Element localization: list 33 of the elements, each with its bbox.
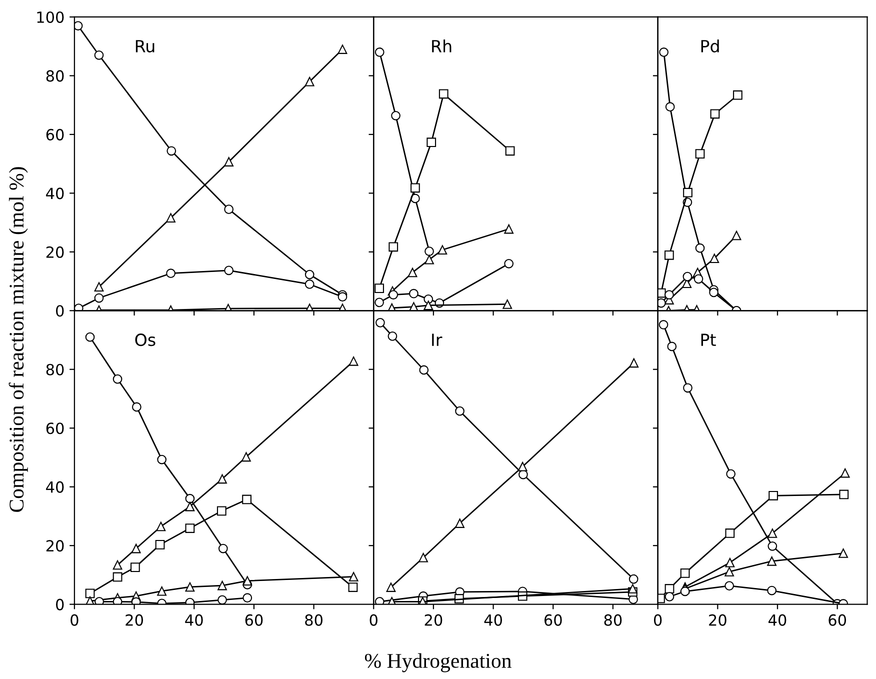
x-tick-label: 20 bbox=[709, 614, 726, 626]
text: Ru bbox=[136, 40, 154, 52]
y-tick-label: 60 bbox=[46, 422, 64, 434]
y-tick-label: 100 bbox=[37, 11, 64, 23]
y-tick-label: 0 bbox=[56, 305, 64, 317]
y-tick-label: 80 bbox=[46, 70, 64, 82]
x-tick-label: 80 bbox=[305, 614, 322, 626]
x-tick-label: 20 bbox=[424, 614, 442, 626]
y-tick-label: 40 bbox=[46, 481, 64, 493]
y-tick-label: 60 bbox=[46, 128, 64, 140]
text: Os bbox=[135, 334, 156, 346]
text: Pt bbox=[701, 334, 716, 346]
y-tick-label: 0 bbox=[56, 598, 64, 610]
x-tick-label: 40 bbox=[484, 614, 502, 626]
x-tick-label: 0 bbox=[654, 614, 662, 626]
y-tick-label: 40 bbox=[46, 188, 64, 200]
x-tick-label: 0 bbox=[70, 614, 78, 626]
text: Rh bbox=[432, 40, 452, 52]
x-tick-label: 60 bbox=[245, 614, 263, 626]
y-tick-label: 20 bbox=[46, 540, 64, 552]
y-tick-label: 80 bbox=[46, 364, 64, 376]
x-tick-label: 80 bbox=[604, 614, 622, 626]
x-tick-label: 20 bbox=[126, 614, 143, 626]
y-axis-title: Composition of reaction mixture (mol %) bbox=[8, 167, 28, 512]
x-tick-label: 40 bbox=[185, 614, 203, 626]
y-tick-label: 20 bbox=[46, 246, 64, 258]
x-tick-label: 0 bbox=[370, 614, 378, 626]
x-tick-label: 60 bbox=[828, 614, 846, 626]
x-tick-label: 60 bbox=[544, 614, 562, 626]
text: Ir bbox=[432, 334, 442, 346]
x-tick-label: 40 bbox=[768, 614, 786, 626]
x-axis-title: % Hydrogenation bbox=[364, 653, 512, 672]
text: Pd bbox=[701, 40, 719, 52]
